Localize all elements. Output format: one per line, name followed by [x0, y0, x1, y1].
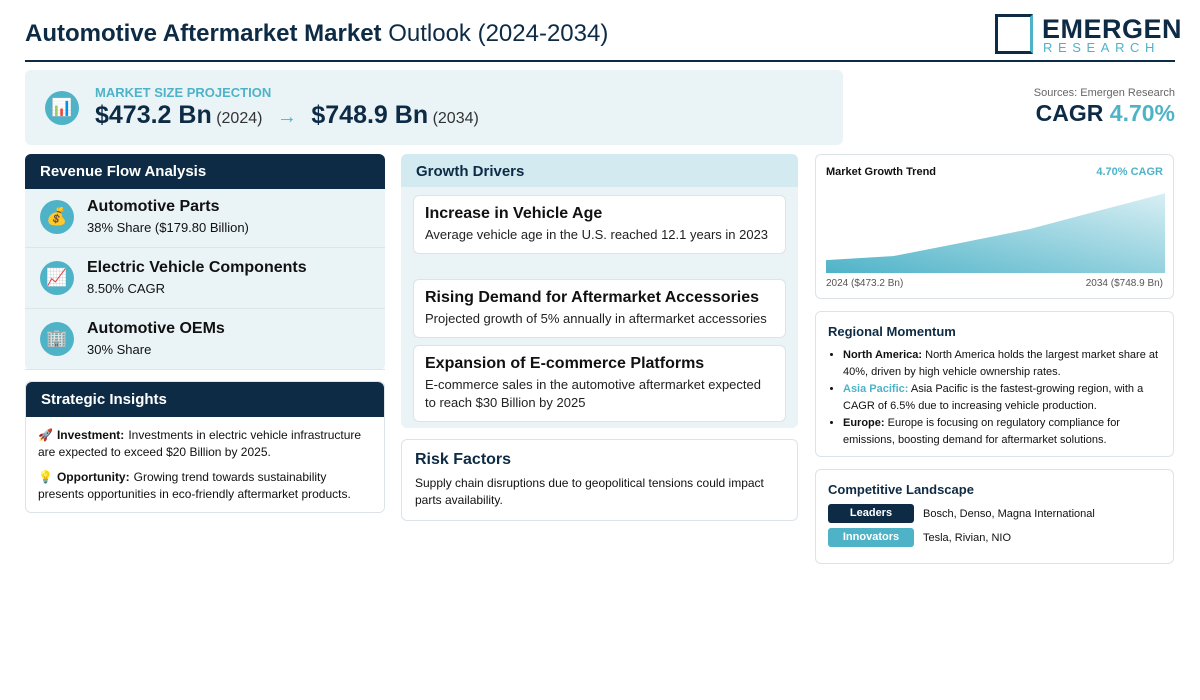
risk-title: Risk Factors	[415, 451, 512, 468]
competitive-row: Innovators Tesla, Rivian, NIO	[828, 528, 1161, 547]
region-name: Europe:	[843, 417, 885, 429]
insight: 💡 Opportunity: Growing trend towards susta…	[38, 469, 372, 503]
end-value: $748.9 Bn	[311, 101, 429, 129]
region-text: Asia Pacific is the fastest-growing regi…	[843, 383, 1144, 412]
projection-icon: 📊	[45, 91, 79, 125]
region-name: North America:	[843, 349, 923, 361]
trend-chart	[826, 193, 1165, 273]
trend-panel: Market Growth Trend 4.70% CAGR 2024 ($47…	[815, 154, 1174, 299]
region-item: Asia Pacific: Asia Pacific is the fastes…	[843, 381, 1161, 415]
start-value: $473.2 Bn	[95, 101, 212, 129]
start-year: (2024)	[216, 110, 263, 127]
projection-banner: 📊 MARKET SIZE PROJECTION $473.2 Bn (2024…	[25, 70, 843, 145]
insights-list: 🚀 Investment: Investments in electric vehi…	[26, 417, 384, 503]
driver-card: Rising Demand for Aftermarket Accessorie…	[413, 279, 786, 338]
region-text: Europe is focusing on regulatory complia…	[843, 417, 1120, 446]
regional-panel: Regional Momentum North America: North A…	[815, 311, 1174, 457]
title-bold: Automotive Aftermarket Market	[25, 20, 382, 47]
cagr-value: 4.70%	[1109, 100, 1175, 126]
competitive-title: Competitive Landscape	[828, 482, 974, 497]
revenue-item: 📈 Electric Vehicle Components 8.50% CAGR	[25, 248, 385, 309]
region-item: North America: North America holds the l…	[843, 347, 1161, 381]
drivers-panel: Growth Drivers Increase in Vehicle Age Av…	[401, 154, 798, 428]
competitive-row: Leaders Bosch, Denso, Magna International	[828, 504, 1161, 523]
revenue-name: Automotive OEMs	[87, 320, 225, 337]
driver-title: Expansion of E-commerce Platforms	[425, 355, 705, 372]
logo-mark	[995, 14, 1033, 54]
revenue-detail: 38% Share ($179.80 Billion)	[87, 220, 249, 235]
revenue-name: Electric Vehicle Components	[87, 259, 307, 276]
revenue-detail: 30% Share	[87, 342, 152, 357]
source: Sources: Emergen Research	[1033, 87, 1175, 99]
insight-text: Investments in electric vehicle infrastr…	[38, 428, 362, 459]
logo-main: EMERGEN	[1042, 14, 1183, 44]
trend-area	[826, 193, 1165, 273]
insights-title: Strategic Insights	[26, 382, 384, 417]
competitive-text: Tesla, Rivian, NIO	[923, 531, 1012, 544]
risk-panel: Risk Factors Supply chain disruptions du…	[401, 439, 798, 521]
insight-icon: 💡	[38, 470, 53, 484]
region-name: Asia Pacific:	[843, 383, 909, 395]
logo-sub: RESEARCH	[1043, 40, 1161, 55]
insight-icon: 🚀	[38, 428, 53, 442]
driver-text: Projected growth of 5% annually in after…	[425, 311, 767, 326]
revenue-name: Automotive Parts	[87, 198, 220, 215]
insights-panel: Strategic Insights 🚀 Investment: Investmen…	[25, 381, 385, 513]
cagr-label: CAGR	[1035, 100, 1104, 126]
driver-card: Increase in Vehicle Age Average vehicle a…	[413, 195, 786, 254]
header-rule	[25, 60, 1175, 62]
arrow: →	[276, 106, 297, 128]
trend-start-label: 2024 ($473.2 Bn)	[826, 278, 904, 289]
revenue-item: 💰 Automotive Parts 38% Share ($179.80 Bill…	[25, 187, 385, 248]
revenue-icon: 📈	[40, 261, 74, 295]
drivers-title: Growth Drivers	[401, 154, 798, 187]
projection-values: $473.2 Bn (2024) → $748.9 Bn (2034)	[95, 101, 479, 130]
page-title: Automotive Aftermarket Market Outlook (2…	[25, 20, 608, 48]
competitive-list: Leaders Bosch, Denso, Magna International…	[828, 504, 1161, 547]
driver-card: Expansion of E-commerce Platforms E-comme…	[413, 345, 786, 422]
driver-title: Rising Demand for Aftermarket Accessorie…	[425, 289, 760, 306]
cagr: CAGR 4.70%	[1036, 100, 1175, 127]
revenue-icon: 💰	[40, 200, 74, 234]
competitive-panel: Competitive Landscape Leaders Bosch, Dens…	[815, 469, 1174, 564]
revenue-title: Revenue Flow Analysis	[25, 154, 385, 189]
driver-text: E-commerce sales in the automotive after…	[425, 377, 761, 410]
driver-title: Increase in Vehicle Age	[425, 205, 603, 222]
regional-list: North America: North America holds the l…	[828, 347, 1161, 449]
region-text: North America holds the largest market s…	[843, 349, 1159, 378]
trend-end-label: 2034 ($748.9 Bn)	[1085, 278, 1163, 289]
trend-title: Market Growth Trend	[826, 166, 937, 178]
region-item: Europe: Europe is focusing on regulatory…	[843, 415, 1161, 449]
revenue-detail: 8.50% CAGR	[87, 281, 166, 296]
insight-label: Opportunity:	[56, 470, 130, 484]
regional-title: Regional Momentum	[828, 324, 956, 339]
end-year: (2034)	[432, 110, 479, 127]
competitive-tag: Leaders	[828, 504, 914, 523]
competitive-tag: Innovators	[828, 528, 914, 547]
driver-text: Average vehicle age in the U.S. reached …	[425, 227, 769, 242]
title-rest: Outlook (2024-2034)	[388, 20, 609, 47]
insight: 🚀 Investment: Investments in electric vehi…	[38, 427, 372, 461]
trend-badge: 4.70% CAGR	[1096, 166, 1163, 178]
revenue-item: 🏢 Automotive OEMs 30% Share	[25, 309, 385, 370]
insight-label: Investment:	[56, 428, 125, 442]
revenue-panel: Revenue Flow Analysis 💰 Automotive Parts 3…	[25, 154, 385, 370]
projection-label: MARKET SIZE PROJECTION	[95, 85, 272, 100]
revenue-icon: 🏢	[40, 322, 74, 356]
competitive-text: Bosch, Denso, Magna International	[923, 507, 1095, 520]
risk-text: Supply chain disruptions due to geopolit…	[415, 476, 764, 507]
insight-text: Growing trend towards sustainability pre…	[38, 470, 351, 501]
